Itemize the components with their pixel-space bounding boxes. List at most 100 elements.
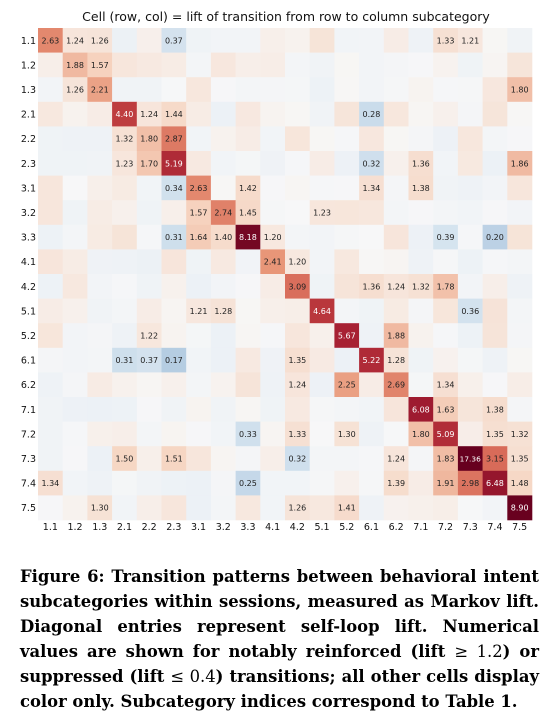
heatmap-cell	[482, 101, 508, 127]
cell-value-label: 1.22	[140, 332, 158, 341]
heatmap-cell	[309, 446, 335, 472]
heatmap-cell	[38, 175, 63, 201]
heatmap-cell	[507, 298, 533, 324]
heatmap-cell	[186, 175, 212, 201]
heatmap-cell	[457, 446, 483, 472]
heatmap-cell	[210, 28, 236, 53]
cell-value-label: 1.34	[41, 479, 59, 488]
heatmap-cell	[383, 421, 409, 447]
heatmap-cell	[87, 421, 113, 447]
heatmap-cell	[507, 126, 533, 152]
chart-title: Cell (row, col) = lift of transition fro…	[82, 9, 490, 24]
heatmap-cell	[260, 470, 286, 496]
heatmap-cell	[186, 52, 212, 78]
heatmap-cell	[87, 249, 113, 275]
heatmap-cell	[87, 175, 113, 201]
cell-value-label: 1.26	[66, 86, 84, 95]
heatmap-cell	[507, 77, 533, 103]
heatmap-cell	[186, 77, 212, 103]
heatmap-cell	[482, 224, 508, 250]
heatmap-cell	[235, 77, 261, 103]
cell-value-label: 1.35	[511, 455, 529, 464]
heatmap-cell	[235, 397, 261, 422]
heatmap-cell	[186, 28, 212, 53]
col-tick-label: 3.3	[240, 522, 255, 533]
lift-heatmap: Cell (row, col) = lift of transition fro…	[21, 9, 533, 533]
heatmap-cell	[285, 397, 310, 422]
cell-value-label: 1.34	[363, 184, 381, 193]
cell-value-label: 0.31	[116, 356, 134, 365]
heatmap-cell	[408, 151, 434, 176]
heatmap-cell	[383, 470, 409, 496]
heatmap-cell	[285, 446, 310, 472]
heatmap-cell	[359, 52, 385, 78]
heatmap-cell	[408, 52, 434, 78]
heatmap-cell	[136, 52, 162, 78]
heatmap-cell	[309, 421, 335, 447]
heatmap-cell	[309, 175, 335, 201]
heatmap-cell	[62, 200, 88, 226]
heatmap-cell	[87, 495, 113, 521]
heatmap-cell	[210, 421, 236, 447]
cell-value-label: 1.83	[437, 455, 455, 464]
col-tick-label: 7.3	[463, 522, 478, 533]
cell-value-label: 1.33	[288, 430, 306, 439]
heatmap-cell	[38, 298, 63, 324]
heatmap-cell	[260, 224, 286, 250]
heatmap-cell	[136, 298, 162, 324]
heatmap-cell	[260, 200, 286, 226]
cell-value-label: 2.69	[387, 381, 405, 390]
cell-value-label: 1.24	[387, 282, 405, 291]
heatmap-cell	[507, 323, 533, 349]
heatmap-cell	[334, 52, 360, 78]
heatmap-cell	[285, 101, 310, 127]
heatmap-cell	[482, 421, 508, 447]
cell-value-label: 1.39	[387, 479, 405, 488]
heatmap-cell	[112, 446, 138, 472]
heatmap-cell	[161, 52, 187, 78]
heatmap-cell	[87, 372, 113, 398]
heatmap-cell	[112, 249, 138, 275]
cell-value-label: 1.91	[437, 479, 455, 488]
heatmap-cell	[87, 101, 113, 127]
cell-value-label: 1.23	[313, 209, 331, 218]
heatmap-cell	[457, 421, 483, 447]
heatmap-cell	[186, 224, 212, 250]
heatmap-cell	[38, 126, 63, 152]
heatmap-cell	[161, 175, 187, 201]
heatmap-cell	[87, 52, 113, 78]
heatmap-cell	[408, 274, 434, 299]
heatmap-cell	[334, 224, 360, 250]
heatmap-cell	[260, 495, 286, 521]
heatmap-cell	[260, 52, 286, 78]
heatmap-cell	[408, 77, 434, 103]
heatmap-cell	[161, 446, 187, 472]
heatmap-cell	[285, 323, 310, 349]
heatmap-cell	[457, 200, 483, 226]
heatmap-cell	[186, 397, 212, 422]
caption-text-2: ) or suppressed (lift	[20, 642, 540, 686]
cell-value-label: 1.48	[511, 479, 529, 488]
cell-value-label: 2.25	[338, 381, 356, 390]
cell-value-label: 0.36	[461, 307, 479, 316]
col-tick-label: 2.3	[166, 522, 181, 533]
heatmap-cell	[136, 224, 162, 250]
heatmap-cell	[87, 347, 113, 373]
heatmap-cell	[235, 495, 261, 521]
heatmap-cell	[260, 446, 286, 472]
heatmap-cell	[359, 274, 385, 299]
heatmap-cell	[309, 101, 335, 127]
heatmap-cell	[235, 323, 261, 349]
heatmap-cell	[112, 495, 138, 521]
heatmap-cell	[210, 298, 236, 324]
heatmap-cell	[161, 77, 187, 103]
heatmap-cell	[433, 323, 459, 349]
heatmap-cell	[408, 397, 434, 422]
heatmap-cell	[482, 175, 508, 201]
heatmap-cell	[62, 421, 88, 447]
heatmap-cell	[210, 397, 236, 422]
row-tick-label: 5.2	[21, 331, 36, 342]
heatmap-cell	[161, 249, 187, 275]
heatmap-cell	[433, 397, 459, 422]
col-tick-label: 7.2	[438, 522, 453, 533]
